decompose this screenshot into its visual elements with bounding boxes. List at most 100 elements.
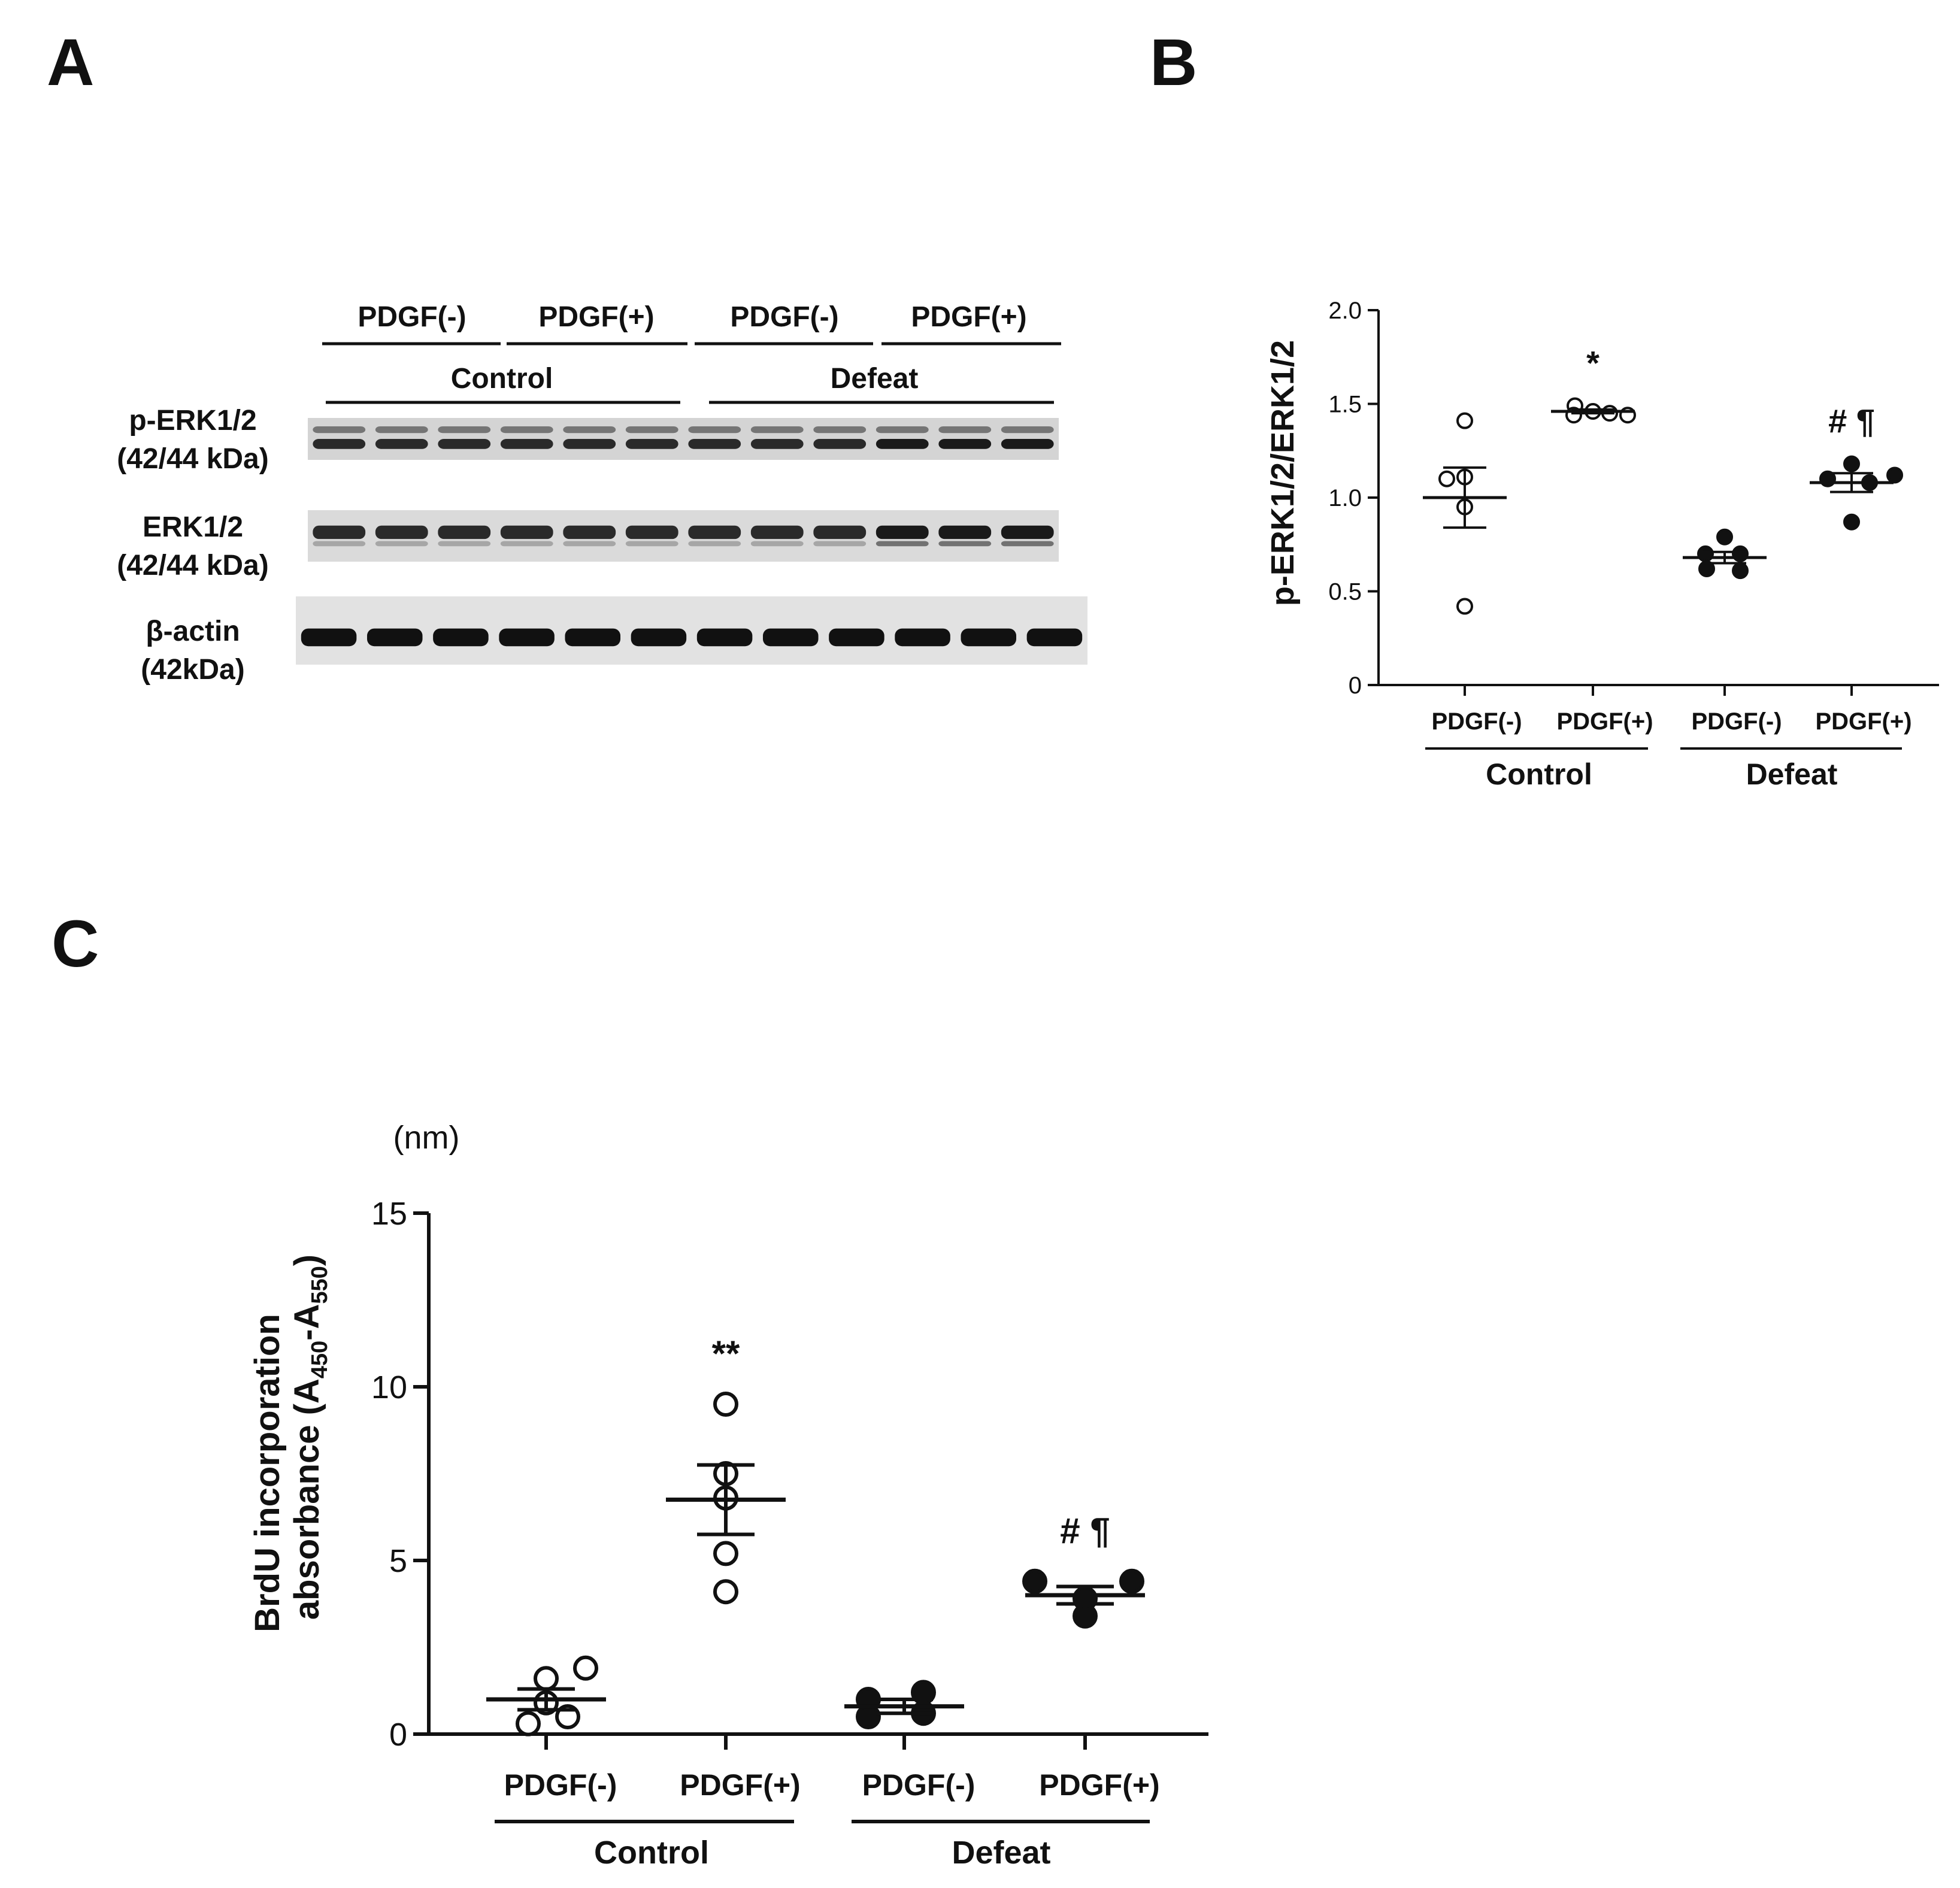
data-point (1886, 466, 1903, 484)
blot-band (625, 525, 678, 540)
blot-band (829, 628, 884, 647)
blot-band (438, 525, 491, 540)
blot-band (563, 525, 616, 540)
blot-row-size: (42/44 kDa) (117, 443, 268, 475)
blot-band (500, 426, 553, 434)
data-point (1438, 470, 1455, 487)
blot-condition-label: PDGF(-) (730, 301, 838, 333)
blot-band (1001, 525, 1054, 540)
blot-band (366, 628, 423, 647)
significance-annotation: # ¶ (1828, 402, 1875, 440)
blot-band (813, 439, 867, 449)
x-tick-label: PDGF(-) (1431, 708, 1522, 735)
blot-condition-label: PDGF(+) (911, 301, 1026, 333)
blot-band (631, 628, 687, 647)
panel-letter-b: B (1150, 26, 1197, 99)
blot-band (563, 426, 616, 434)
blot-condition-label: PDGF(+) (538, 301, 654, 333)
data-point (1073, 1603, 1098, 1629)
blot-band (688, 525, 741, 540)
blot-band (1026, 628, 1083, 647)
chart-c-group-label: Defeat (952, 1835, 1050, 1871)
blot-band (688, 541, 741, 547)
chart-b: p-ERK1/2/ERK1/2 Control Defeat 0 0.5 1.0 1.… (1265, 298, 1939, 791)
data-point (1843, 513, 1860, 531)
y-tick-label: 5 (389, 1543, 407, 1579)
ylabel-part: ) (287, 1254, 326, 1266)
blot-band (876, 426, 929, 434)
y-tick-label: 2.0 (1328, 298, 1362, 324)
blot-band (762, 628, 819, 647)
western-blot-panel: PDGF(-) PDGF(+) PDGF(-) PDGF(+) Control … (117, 301, 1087, 686)
blot-band (813, 541, 867, 547)
data-point (1119, 1568, 1144, 1594)
data-point (713, 1392, 738, 1417)
blot-band (500, 541, 553, 547)
blot-row-label: ERK1/2 (143, 511, 243, 543)
x-tick-label: PDGF(-) (1691, 708, 1782, 735)
blot-band (438, 541, 491, 547)
data-point (1843, 455, 1860, 472)
x-tick-label: PDGF(+) (1556, 708, 1653, 735)
blot-row-label: p-ERK1/2 (129, 405, 256, 437)
blot-band (438, 439, 491, 449)
blot-band (938, 426, 992, 434)
blot-strip (308, 510, 1059, 562)
blot-band (750, 426, 804, 434)
data-point (713, 1541, 738, 1566)
blot-band (1001, 541, 1054, 547)
blot-band (301, 628, 357, 647)
blot-band (625, 541, 678, 547)
blot-band (696, 628, 753, 647)
x-tick-label: PDGF(+) (680, 1768, 800, 1802)
ylabel-part: -A (287, 1304, 326, 1341)
y-tick-label: 1.0 (1328, 485, 1362, 511)
chart-c: (nm) BrdU incorporation absorbance (A450… (248, 1120, 1208, 1871)
blot-band (750, 525, 804, 540)
ylabel-subscript: 550 (307, 1266, 332, 1304)
blot-strip (296, 596, 1087, 665)
blot-band (938, 525, 992, 540)
ylabel-part: absorbance (A (287, 1378, 326, 1620)
data-point (1698, 560, 1715, 577)
blot-band (938, 439, 992, 449)
significance-annotation: ** (712, 1334, 740, 1374)
blot-band (961, 628, 1017, 647)
blot-band (438, 426, 491, 434)
y-tick-label: 10 (371, 1369, 407, 1405)
blot-band (433, 628, 489, 647)
blot-band (1001, 439, 1054, 449)
blot-band (1001, 426, 1054, 434)
blot-band (895, 628, 950, 647)
chart-c-unit-label: (nm) (393, 1120, 460, 1156)
blot-band (375, 541, 428, 547)
panel-letter-c: C (52, 907, 99, 981)
blot-band (625, 426, 678, 434)
blot-band (750, 439, 804, 449)
blot-band (688, 426, 741, 434)
x-tick-label: PDGF(-) (504, 1768, 617, 1802)
blot-band (375, 426, 428, 434)
blot-band (876, 439, 929, 449)
data-point (516, 1711, 541, 1737)
x-tick-label: PDGF(-) (862, 1768, 976, 1802)
blot-row-size: (42/44 kDa) (117, 550, 268, 581)
blot-band (625, 439, 678, 449)
blot-band (565, 628, 621, 647)
blot-band (876, 541, 929, 547)
blot-band (313, 439, 366, 449)
blot-group-label: Defeat (831, 363, 919, 395)
blot-group-label: Control (451, 363, 553, 395)
chart-c-group-label: Control (594, 1835, 709, 1871)
y-tick-label: 0 (389, 1717, 407, 1753)
data-point (573, 1655, 598, 1681)
chart-c-y-axis-label-line1: BrdU incorporation (248, 1314, 287, 1632)
y-tick-label: 0.5 (1328, 579, 1362, 605)
ylabel-subscript: 450 (307, 1341, 332, 1378)
blot-band (500, 525, 553, 540)
blot-band (375, 439, 428, 449)
blot-band (313, 541, 366, 547)
data-point (1732, 562, 1749, 580)
data-point (534, 1666, 559, 1692)
y-tick-label: 15 (371, 1196, 407, 1232)
